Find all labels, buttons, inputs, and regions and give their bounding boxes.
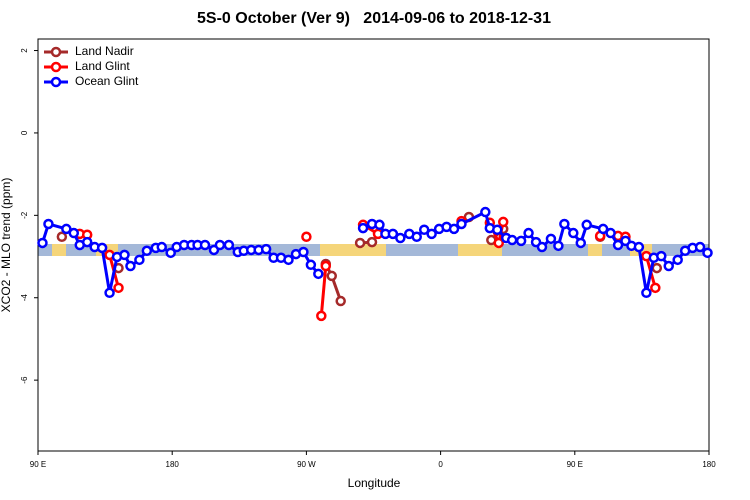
point	[656, 250, 667, 262]
point	[199, 239, 211, 251]
point	[515, 235, 527, 247]
point	[597, 223, 609, 235]
point	[702, 247, 713, 259]
x-tick-label: 180	[166, 460, 180, 469]
y-tick-label: -6	[20, 376, 29, 384]
x-tick-label: 90 E	[567, 460, 583, 469]
y-tick-label: -4	[20, 294, 29, 302]
point	[316, 310, 327, 322]
x-tick-label: 180	[702, 460, 716, 469]
point	[523, 227, 534, 239]
point	[354, 237, 366, 249]
point	[357, 222, 369, 234]
point	[313, 268, 324, 280]
point	[320, 260, 332, 272]
point	[61, 223, 72, 235]
y-tick-label: -2	[20, 211, 29, 219]
point	[81, 236, 93, 248]
point	[305, 259, 317, 271]
point	[283, 254, 294, 266]
point	[68, 227, 80, 239]
point	[298, 246, 309, 258]
point	[96, 242, 108, 254]
point	[456, 218, 467, 230]
point	[141, 245, 153, 257]
point	[559, 218, 570, 230]
point	[301, 231, 312, 243]
x-axis-label: Longitude	[348, 476, 401, 490]
y-tick-label: 2	[20, 48, 29, 53]
point	[448, 223, 460, 235]
point	[426, 228, 437, 240]
point	[633, 241, 645, 253]
legend-label: Land Glint	[75, 59, 130, 73]
y-tick-label: 0	[20, 130, 29, 135]
point	[650, 282, 661, 294]
point	[326, 270, 337, 282]
point	[492, 224, 503, 236]
point	[119, 249, 130, 261]
point	[575, 237, 587, 249]
x-tick-label: 90 E	[30, 460, 46, 469]
point	[104, 287, 115, 299]
point	[165, 247, 176, 259]
point	[134, 254, 145, 266]
point	[395, 232, 406, 244]
point	[641, 287, 652, 299]
legend-label: Ocean Glint	[75, 74, 139, 88]
point	[506, 234, 518, 246]
point	[581, 219, 592, 231]
point	[651, 262, 663, 274]
point	[260, 243, 272, 255]
x-tick-label: 0	[438, 460, 443, 469]
point	[56, 231, 68, 243]
point	[536, 241, 548, 253]
legend-marker	[50, 61, 62, 73]
point	[605, 227, 616, 239]
point	[125, 260, 136, 272]
point	[493, 237, 505, 249]
point	[374, 219, 385, 231]
point	[387, 228, 399, 240]
point	[480, 206, 491, 218]
point	[113, 282, 124, 294]
point	[43, 218, 54, 230]
point	[545, 233, 557, 245]
point	[663, 260, 674, 272]
point	[418, 224, 430, 236]
point	[497, 216, 509, 228]
point	[214, 239, 226, 251]
legend-marker	[50, 46, 62, 58]
point	[694, 241, 706, 253]
point	[37, 237, 48, 249]
legend-label: Land Nadir	[75, 44, 134, 58]
legend-marker	[50, 76, 62, 88]
point	[411, 231, 422, 243]
y-axis-label: XCO2 - MLO trend (ppm)	[0, 178, 13, 313]
x-tick-label: 90 W	[297, 460, 316, 469]
point	[612, 239, 624, 251]
point	[156, 241, 168, 253]
point	[223, 239, 235, 251]
point	[672, 254, 683, 266]
point	[366, 236, 378, 248]
point	[335, 295, 346, 307]
point	[553, 240, 564, 252]
chart-title: 5S-0 October (Ver 9) 2014-09-06 to 2018-…	[197, 10, 551, 27]
point	[568, 227, 579, 239]
